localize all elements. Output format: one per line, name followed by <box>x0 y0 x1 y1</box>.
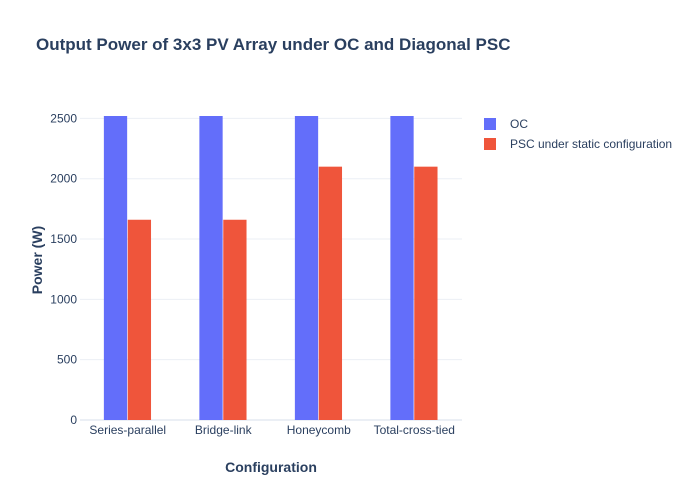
y-axis-title: Power (W) <box>29 226 45 294</box>
x-tick-label: Series-parallel <box>89 423 166 437</box>
bar-psc-under-static-configuration-total-cross-tied <box>414 166 438 420</box>
bar-oc-bridge-link <box>199 116 223 420</box>
y-tick-label: 2000 <box>50 172 77 186</box>
y-tick-label: 1000 <box>50 292 77 306</box>
legend-swatch[interactable] <box>484 138 496 150</box>
y-tick-label: 2500 <box>50 111 77 125</box>
legend[interactable]: OC PSC under static configuration <box>484 117 672 151</box>
y-tick-label: 1500 <box>50 232 77 246</box>
bars <box>103 116 438 420</box>
x-tick-label: Honeycomb <box>287 423 351 437</box>
legend-label[interactable]: PSC under static configuration <box>510 137 672 151</box>
bar-psc-under-static-configuration-honeycomb <box>318 166 343 420</box>
y-tick-label: 500 <box>57 353 77 367</box>
chart-title: Output Power of 3x3 PV Array under OC an… <box>36 35 511 54</box>
x-axis: Series-parallel Bridge-link Honeycomb Total… <box>89 423 455 437</box>
legend-label[interactable]: OC <box>510 117 528 131</box>
y-tick-label: 0 <box>70 413 77 427</box>
bar-psc-under-static-configuration-series-parallel <box>127 219 152 420</box>
y-axis: 0 500 1000 1500 2000 2500 <box>50 111 77 427</box>
bar-psc-under-static-configuration-bridge-link <box>223 219 247 420</box>
x-tick-label: Bridge-link <box>195 423 253 437</box>
x-axis-title: Configuration <box>225 459 317 475</box>
x-tick-label: Total-cross-tied <box>374 423 455 437</box>
legend-swatch[interactable] <box>484 118 496 130</box>
bar-oc-total-cross-tied <box>390 116 414 420</box>
bar-oc-honeycomb <box>294 116 319 420</box>
bar-oc-series-parallel <box>103 116 128 420</box>
